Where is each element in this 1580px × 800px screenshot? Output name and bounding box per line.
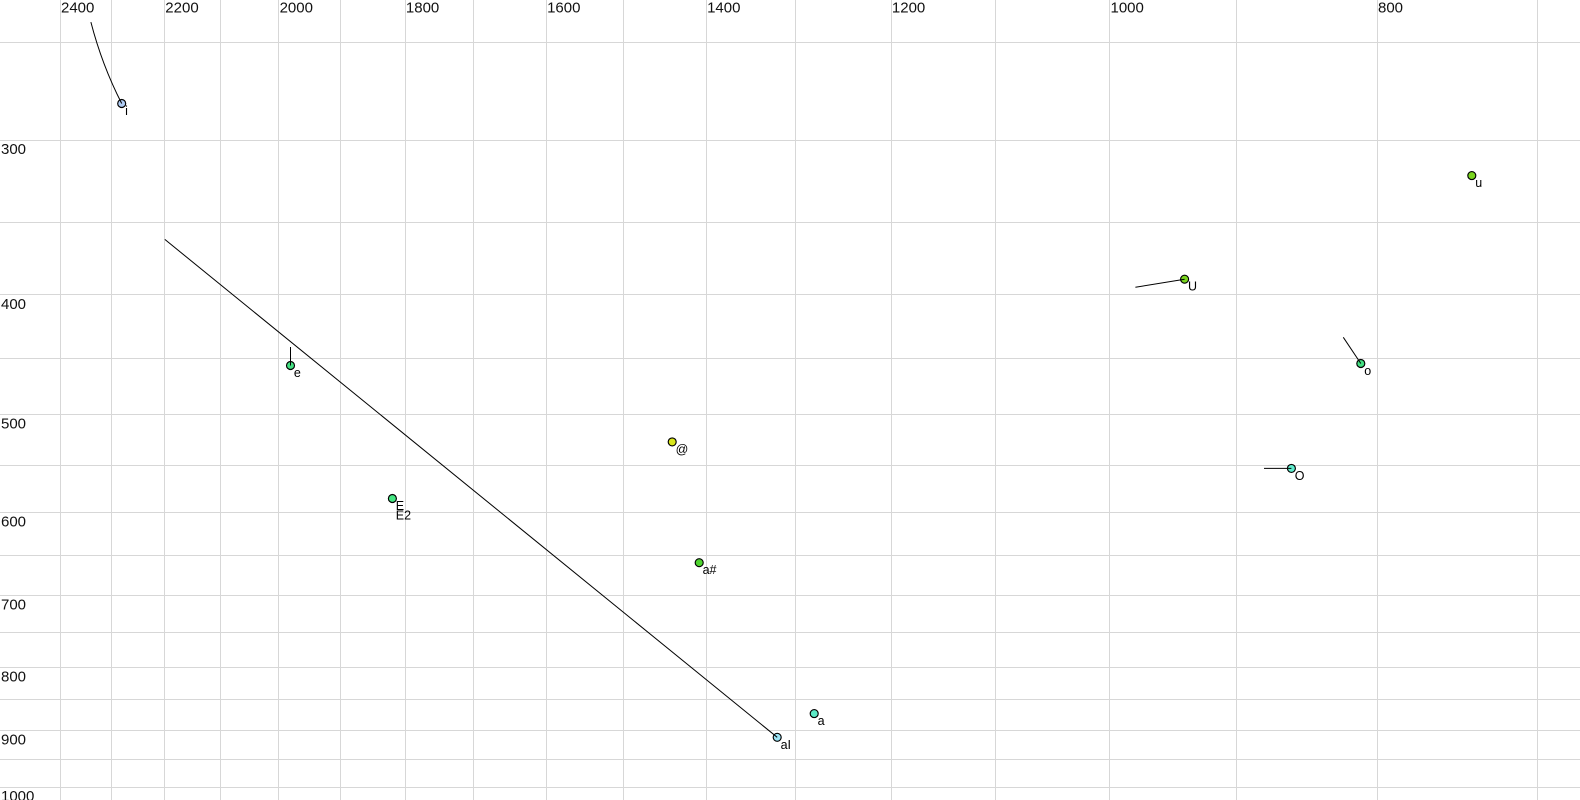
svg-text:1000: 1000 <box>1111 0 1144 16</box>
svg-text:@: @ <box>676 442 689 456</box>
svg-text:300: 300 <box>1 141 26 158</box>
svg-text:800: 800 <box>1378 0 1403 16</box>
svg-text:U: U <box>1188 280 1197 294</box>
svg-text:e: e <box>294 366 301 380</box>
svg-text:E: E <box>396 499 404 513</box>
svg-text:1000: 1000 <box>1 788 34 800</box>
svg-text:1400: 1400 <box>707 0 740 16</box>
svg-text:E2: E2 <box>396 509 411 523</box>
svg-text:a#: a# <box>703 563 717 577</box>
svg-text:500: 500 <box>1 416 26 433</box>
svg-text:900: 900 <box>1 732 26 749</box>
svg-text:a: a <box>818 714 825 728</box>
svg-text:700: 700 <box>1 597 26 614</box>
svg-text:O: O <box>1295 469 1305 483</box>
svg-text:o: o <box>1364 364 1371 378</box>
svg-text:1200: 1200 <box>892 0 925 16</box>
svg-text:i: i <box>125 104 128 118</box>
svg-text:800: 800 <box>1 668 26 685</box>
svg-text:400: 400 <box>1 296 26 313</box>
svg-text:1600: 1600 <box>547 0 580 16</box>
svg-text:aI: aI <box>781 738 791 752</box>
svg-text:1800: 1800 <box>406 0 439 16</box>
svg-text:2000: 2000 <box>280 0 313 16</box>
svg-text:2400: 2400 <box>61 0 94 16</box>
svg-text:2200: 2200 <box>165 0 198 16</box>
svg-text:600: 600 <box>1 514 26 531</box>
svg-text:u: u <box>1475 176 1482 190</box>
